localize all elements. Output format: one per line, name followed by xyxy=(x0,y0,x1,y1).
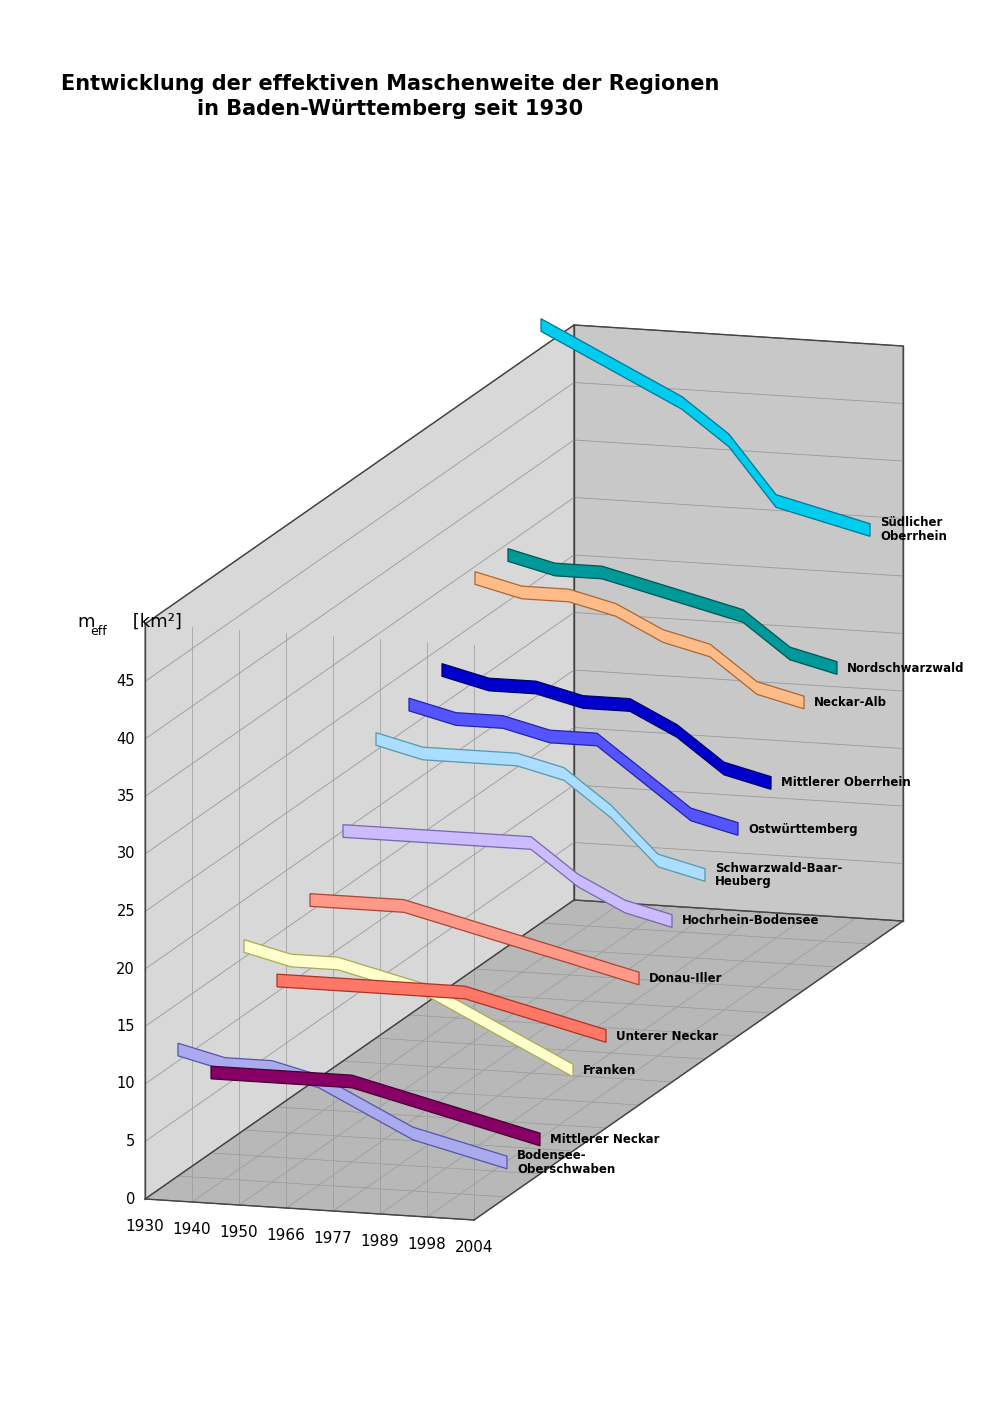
Text: 35: 35 xyxy=(117,789,135,805)
Text: Mittlerer Oberrhein: Mittlerer Oberrhein xyxy=(781,776,911,789)
Text: Bodensee-
Oberschwaben: Bodensee- Oberschwaben xyxy=(517,1150,615,1176)
Text: 2004: 2004 xyxy=(455,1240,493,1256)
Text: Hochrhein-Bodensee: Hochrhein-Bodensee xyxy=(682,915,820,928)
Text: 1977: 1977 xyxy=(314,1232,352,1246)
Text: Franken: Franken xyxy=(583,1063,636,1077)
Text: 1950: 1950 xyxy=(220,1225,258,1240)
Polygon shape xyxy=(409,699,738,836)
Text: 40: 40 xyxy=(116,731,135,747)
Text: Schwarzwald-Baar-
Heuberg: Schwarzwald-Baar- Heuberg xyxy=(715,861,842,888)
Polygon shape xyxy=(541,318,870,536)
Text: 1998: 1998 xyxy=(408,1237,446,1251)
Text: Mittlerer Neckar: Mittlerer Neckar xyxy=(550,1133,660,1145)
Polygon shape xyxy=(475,571,804,708)
Text: Südlicher
Oberrhein: Südlicher Oberrhein xyxy=(880,516,947,543)
Polygon shape xyxy=(376,732,705,881)
Polygon shape xyxy=(442,663,771,789)
Text: 20: 20 xyxy=(116,962,135,977)
Polygon shape xyxy=(508,549,837,674)
Text: 25: 25 xyxy=(116,904,135,919)
Text: 10: 10 xyxy=(116,1076,135,1092)
Text: eff: eff xyxy=(90,625,107,638)
Text: 1989: 1989 xyxy=(361,1234,399,1249)
Text: Nordschwarzwald: Nordschwarzwald xyxy=(847,662,964,674)
Text: Neckar-Alb: Neckar-Alb xyxy=(814,696,887,708)
Polygon shape xyxy=(244,940,573,1077)
Text: 45: 45 xyxy=(116,674,135,689)
Text: Unterer Neckar: Unterer Neckar xyxy=(616,1029,718,1042)
Text: 5: 5 xyxy=(126,1134,135,1150)
Polygon shape xyxy=(145,325,574,1199)
Text: Entwicklung der effektiven Maschenweite der Regionen
in Baden-Württemberg seit 1: Entwicklung der effektiven Maschenweite … xyxy=(61,74,719,119)
Text: 1966: 1966 xyxy=(267,1227,305,1243)
Polygon shape xyxy=(277,974,606,1042)
Text: 15: 15 xyxy=(116,1019,135,1034)
Polygon shape xyxy=(211,1066,540,1145)
Text: m: m xyxy=(78,614,95,631)
Text: Donau-Iller: Donau-Iller xyxy=(649,971,722,986)
Polygon shape xyxy=(145,899,903,1220)
Text: [km²]: [km²] xyxy=(127,614,182,631)
Polygon shape xyxy=(178,1044,507,1169)
Text: Ostwürttemberg: Ostwürttemberg xyxy=(748,823,858,836)
Text: 1940: 1940 xyxy=(173,1222,211,1237)
Text: 30: 30 xyxy=(116,847,135,861)
Polygon shape xyxy=(343,824,672,928)
Text: 0: 0 xyxy=(126,1192,135,1206)
Polygon shape xyxy=(574,325,903,921)
Polygon shape xyxy=(310,894,639,984)
Text: 1930: 1930 xyxy=(126,1219,164,1234)
